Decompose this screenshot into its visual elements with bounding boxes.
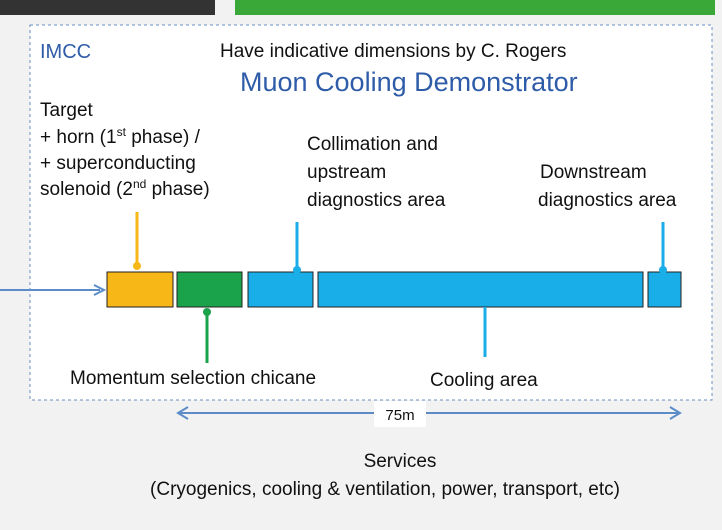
beamline	[106, 271, 682, 308]
collimation: Collimation and	[307, 134, 438, 155]
sup: nd	[133, 177, 146, 191]
dimension-box	[374, 401, 426, 427]
services-title: Services	[364, 451, 437, 472]
target-line: solenoid (2nd phase)	[40, 177, 210, 200]
text: phase)	[146, 179, 209, 200]
cooling: Cooling area	[430, 370, 538, 391]
top-image-right	[235, 0, 715, 15]
collimation: diagnostics area	[307, 190, 446, 211]
services-detail: (Cryogenics, cooling & ventilation, powe…	[150, 479, 620, 500]
text: + horn (1	[40, 127, 117, 148]
group: IMCC	[40, 41, 91, 63]
dashed-frame	[29, 24, 713, 401]
downstream: Downstream	[540, 162, 647, 183]
chicane: Momentum selection chicane	[70, 368, 316, 389]
target-line: + horn (1st phase) /	[40, 125, 201, 148]
title: Muon Cooling Demonstrator	[240, 67, 578, 97]
text: phase) /	[126, 127, 201, 148]
collimation: upstream	[307, 162, 386, 183]
note: Have indicative dimensions by C. Rogers	[220, 41, 566, 62]
downstream: diagnostics area	[538, 190, 677, 211]
target-line: Target	[40, 100, 94, 121]
top-image-left	[0, 0, 215, 15]
arrows	[0, 212, 682, 420]
dimension: 75m	[385, 407, 414, 424]
target-line: + superconducting	[40, 153, 196, 174]
sup: st	[117, 125, 127, 139]
text: solenoid (2	[40, 179, 133, 200]
